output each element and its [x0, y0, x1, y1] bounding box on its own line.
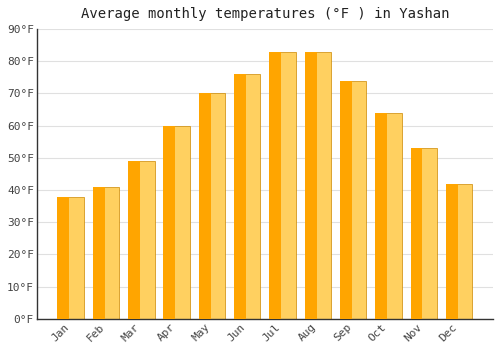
Bar	[164, 126, 190, 319]
Bar	[446, 184, 458, 319]
Bar	[304, 51, 331, 319]
Bar	[164, 126, 175, 319]
Bar	[340, 80, 366, 319]
Bar	[234, 74, 260, 319]
Bar	[410, 148, 437, 319]
Bar	[58, 196, 70, 319]
Bar	[375, 113, 387, 319]
Bar	[446, 184, 472, 319]
Bar	[340, 80, 352, 319]
Bar	[234, 74, 246, 319]
Bar	[304, 51, 316, 319]
Bar	[198, 93, 225, 319]
Bar	[93, 187, 104, 319]
Bar	[410, 148, 422, 319]
Bar	[93, 187, 120, 319]
Bar	[128, 161, 140, 319]
Bar	[270, 51, 296, 319]
Bar	[128, 161, 154, 319]
Bar	[58, 196, 84, 319]
Bar	[270, 51, 281, 319]
Bar	[375, 113, 402, 319]
Bar	[198, 93, 210, 319]
Title: Average monthly temperatures (°F ) in Yashan: Average monthly temperatures (°F ) in Ya…	[80, 7, 449, 21]
